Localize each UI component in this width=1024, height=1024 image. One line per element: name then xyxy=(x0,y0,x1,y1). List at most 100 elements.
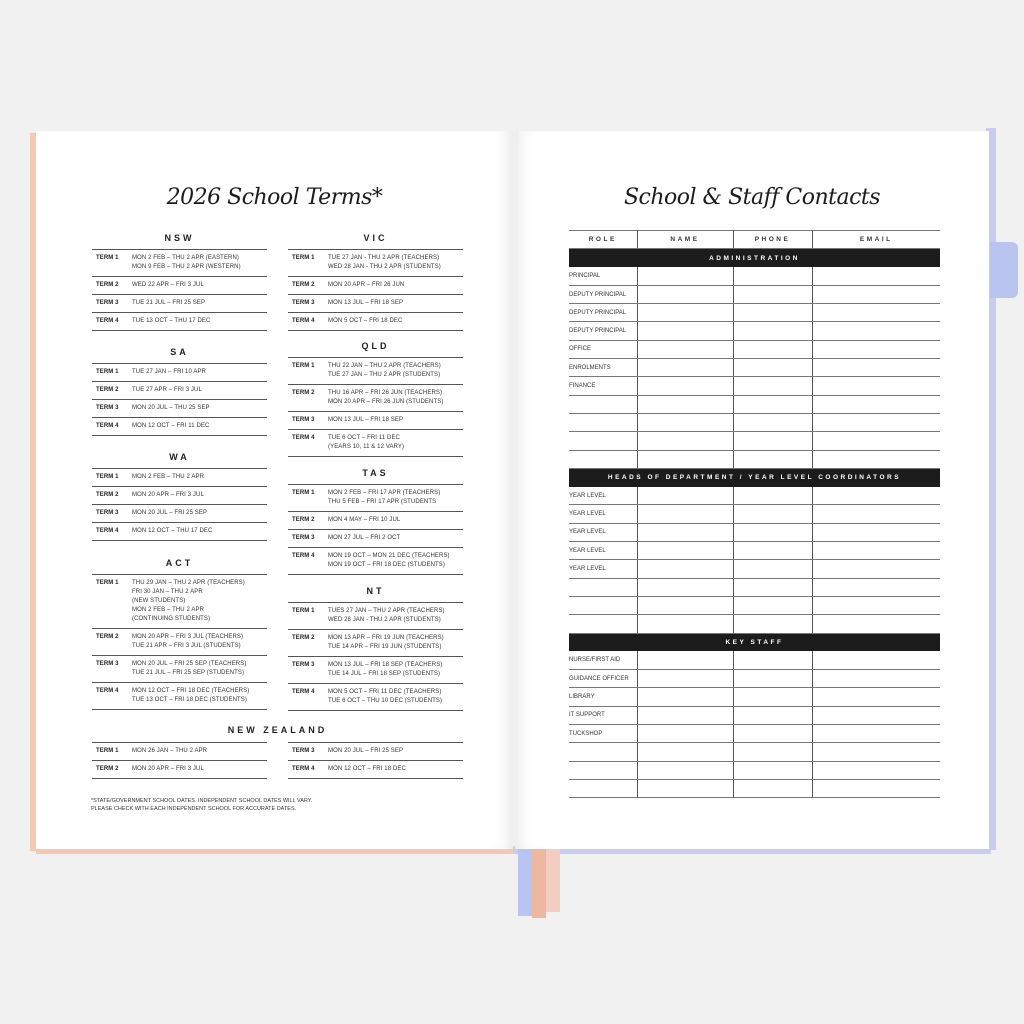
email-cell[interactable] xyxy=(811,376,940,396)
term-row: TERM 4 MON 5 OCT – FRI 18 DEC xyxy=(288,312,463,331)
phone-cell[interactable] xyxy=(732,687,812,707)
email-cell[interactable] xyxy=(811,724,940,744)
name-cell[interactable] xyxy=(636,523,733,543)
name-cell[interactable] xyxy=(636,669,733,689)
ribbon-bookmark-blue[interactable] xyxy=(518,848,532,916)
email-cell[interactable] xyxy=(811,578,940,597)
email-cell[interactable] xyxy=(811,761,940,780)
name-cell[interactable] xyxy=(636,742,733,762)
name-cell[interactable] xyxy=(636,559,733,579)
name-cell[interactable] xyxy=(636,486,733,506)
term-dates: WED 22 APR – FRI 3 JUL xyxy=(132,282,204,288)
name-cell[interactable] xyxy=(636,651,733,671)
name-cell[interactable] xyxy=(636,431,733,451)
email-cell[interactable] xyxy=(811,669,940,689)
email-cell[interactable] xyxy=(811,267,940,286)
name-cell[interactable] xyxy=(636,504,733,524)
email-cell[interactable] xyxy=(811,596,940,616)
name-cell[interactable] xyxy=(636,614,733,634)
email-cell[interactable] xyxy=(811,413,940,433)
email-cell[interactable] xyxy=(811,285,940,305)
phone-cell[interactable] xyxy=(732,669,812,689)
phone-cell[interactable] xyxy=(732,395,812,414)
email-cell[interactable] xyxy=(811,340,940,360)
phone-cell[interactable] xyxy=(732,413,812,433)
name-cell[interactable] xyxy=(636,596,733,616)
name-cell[interactable] xyxy=(636,541,733,561)
phone-cell[interactable] xyxy=(732,321,812,341)
phone-cell[interactable] xyxy=(732,267,812,286)
phone-cell[interactable] xyxy=(732,303,812,323)
email-cell[interactable] xyxy=(811,779,940,799)
phone-cell[interactable] xyxy=(732,559,812,579)
phone-cell[interactable] xyxy=(732,340,812,360)
phone-cell[interactable] xyxy=(732,706,812,726)
ribbon-bookmark-peach[interactable] xyxy=(532,848,546,918)
phone-cell[interactable] xyxy=(732,541,812,561)
name-cell[interactable] xyxy=(636,724,733,744)
term-dates: MON 20 APR – FRI 3 JUL xyxy=(132,766,204,772)
contact-row xyxy=(569,431,940,451)
ribbon-bookmark-pink[interactable] xyxy=(546,848,560,912)
contact-row xyxy=(569,450,940,469)
name-cell[interactable] xyxy=(636,358,733,378)
state-heading: SA xyxy=(170,347,189,357)
name-cell[interactable] xyxy=(636,395,733,414)
name-cell[interactable] xyxy=(636,687,733,707)
phone-cell[interactable] xyxy=(732,486,812,506)
role-cell: ENROLMENTS xyxy=(569,358,637,378)
name-cell[interactable] xyxy=(636,450,733,469)
email-cell[interactable] xyxy=(811,523,940,543)
role-cell: IT SUPPORT xyxy=(569,706,637,726)
phone-cell[interactable] xyxy=(732,724,812,744)
phone-cell[interactable] xyxy=(732,523,812,543)
email-cell[interactable] xyxy=(811,541,940,561)
phone-cell[interactable] xyxy=(732,450,812,469)
state-heading: NEW ZEALAND xyxy=(227,725,328,735)
phone-cell[interactable] xyxy=(732,742,812,762)
phone-cell[interactable] xyxy=(732,504,812,524)
name-cell[interactable] xyxy=(636,706,733,726)
term-label: TERM 1 xyxy=(96,580,119,586)
email-cell[interactable] xyxy=(811,486,940,506)
index-tab[interactable] xyxy=(990,242,1018,298)
email-cell[interactable] xyxy=(811,651,940,671)
name-cell[interactable] xyxy=(636,761,733,780)
email-cell[interactable] xyxy=(811,504,940,524)
phone-cell[interactable] xyxy=(732,358,812,378)
phone-cell[interactable] xyxy=(732,596,812,616)
email-cell[interactable] xyxy=(811,614,940,634)
name-cell[interactable] xyxy=(636,285,733,305)
page-title: 2026 School Terms* xyxy=(166,185,383,210)
name-cell[interactable] xyxy=(636,578,733,597)
email-cell[interactable] xyxy=(811,450,940,469)
email-cell[interactable] xyxy=(811,559,940,579)
phone-cell[interactable] xyxy=(732,761,812,780)
name-cell[interactable] xyxy=(636,303,733,323)
phone-cell[interactable] xyxy=(732,614,812,634)
term-row: TERM 3 MON 13 JUL – FRI 18 SEP xyxy=(288,411,463,429)
email-cell[interactable] xyxy=(811,706,940,726)
phone-cell[interactable] xyxy=(732,578,812,597)
phone-cell[interactable] xyxy=(732,651,812,671)
name-cell[interactable] xyxy=(636,267,733,286)
name-cell[interactable] xyxy=(636,779,733,799)
term-row: TERM 1 TUES 27 JAN – THU 2 APR (TEACHERS)… xyxy=(288,602,463,629)
role-cell: FINANCE xyxy=(569,376,637,396)
email-cell[interactable] xyxy=(811,687,940,707)
email-cell[interactable] xyxy=(811,358,940,378)
name-cell[interactable] xyxy=(636,321,733,341)
name-cell[interactable] xyxy=(636,413,733,433)
phone-cell[interactable] xyxy=(732,285,812,305)
email-cell[interactable] xyxy=(811,321,940,341)
name-cell[interactable] xyxy=(636,376,733,396)
email-cell[interactable] xyxy=(811,431,940,451)
term-row: TERM 3 MON 20 JUL – THU 25 SEP xyxy=(92,399,267,417)
phone-cell[interactable] xyxy=(732,431,812,451)
email-cell[interactable] xyxy=(811,742,940,762)
email-cell[interactable] xyxy=(811,303,940,323)
phone-cell[interactable] xyxy=(732,779,812,799)
name-cell[interactable] xyxy=(636,340,733,360)
phone-cell[interactable] xyxy=(732,376,812,396)
email-cell[interactable] xyxy=(811,395,940,414)
